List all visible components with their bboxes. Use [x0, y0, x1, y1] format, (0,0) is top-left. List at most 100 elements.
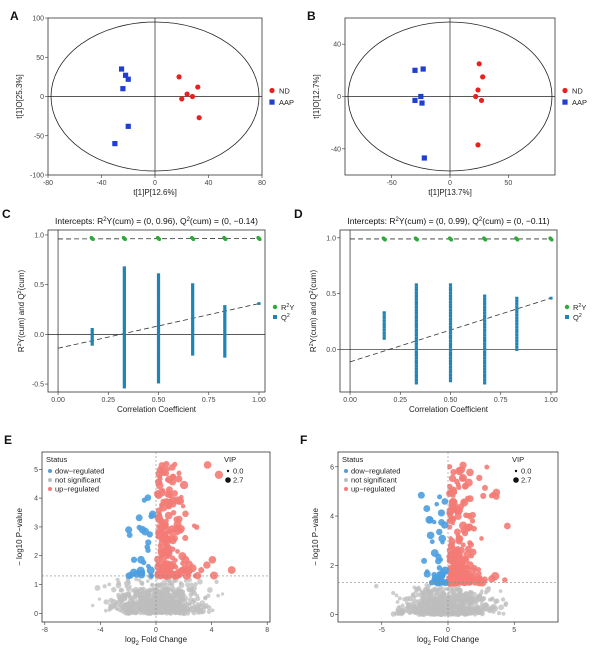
y-tick-label: 40 [333, 42, 341, 49]
up-point [157, 564, 164, 570]
ns-point [172, 591, 177, 596]
up-point [457, 546, 465, 554]
q2-point [515, 339, 519, 343]
q2-point [448, 305, 453, 309]
ns-point [163, 587, 169, 592]
q2-point [191, 288, 195, 292]
up-point [166, 492, 172, 498]
q2-point [122, 358, 126, 362]
up-point [461, 482, 469, 490]
ns-point [135, 610, 139, 615]
up-point [447, 524, 453, 530]
q2-point [122, 348, 126, 352]
q2-point [122, 266, 126, 270]
q2-point [448, 314, 453, 318]
x-axis-label: t[1]P[13.7%] [428, 188, 472, 197]
q2-point [414, 381, 418, 385]
q2-point [191, 300, 195, 304]
up-point [176, 572, 182, 578]
ns-point [192, 604, 198, 610]
up-point [469, 548, 477, 556]
down-point [437, 509, 446, 517]
ns-point [443, 587, 448, 591]
q2-point [414, 300, 418, 303]
ns-point [171, 585, 176, 591]
q2-point [156, 303, 161, 307]
q2-point [414, 308, 418, 312]
ns-point [189, 605, 194, 611]
ns-point [130, 597, 134, 601]
q2-point [90, 342, 94, 346]
down-point [417, 491, 425, 499]
legend-vip-small [226, 469, 230, 473]
ns-point [438, 601, 443, 607]
down-point [429, 539, 435, 545]
q2-point [223, 342, 227, 346]
down-point [436, 528, 443, 536]
legend-q2-label: Q2 [281, 313, 290, 322]
nd-point [473, 93, 479, 100]
down-point [138, 525, 147, 534]
ns-point [178, 580, 183, 586]
x-tick-label: 50 [504, 180, 512, 187]
x-tick-label: -50 [387, 180, 397, 187]
up-point [467, 540, 473, 546]
q2-point [448, 328, 453, 332]
legend-status-label: up−regulated [351, 485, 395, 494]
up-point [454, 558, 463, 567]
ns-point [139, 580, 145, 586]
legend-nd-marker [562, 87, 568, 94]
ns-point [429, 610, 436, 617]
q2-point [483, 373, 487, 377]
ns-point [169, 581, 173, 586]
up-point [180, 561, 185, 566]
q2-point [515, 331, 519, 334]
q2-point [414, 345, 418, 348]
up-point [175, 475, 183, 483]
q2-point [122, 298, 126, 302]
q2-point [122, 365, 126, 369]
ns-point [448, 589, 453, 594]
ns-point [424, 583, 429, 588]
ns-point [146, 579, 150, 583]
ns-point [142, 595, 149, 602]
legend-vip-max: 2.7 [233, 476, 243, 485]
q2-point [223, 310, 227, 313]
q2-point [448, 342, 453, 346]
q2-point [122, 360, 126, 364]
q2-point [448, 337, 453, 340]
ns-point [419, 603, 424, 608]
down-point [145, 539, 152, 546]
panel-letter: F [300, 433, 307, 447]
q2-point [156, 278, 161, 282]
q2-point [90, 337, 94, 341]
x-axis-label: log2 Fold Change [417, 635, 480, 647]
up-point [173, 528, 181, 536]
up-point [450, 564, 459, 572]
legend-q2-marker [565, 315, 569, 319]
y-tick-label: 0 [337, 94, 341, 101]
up-point [446, 518, 453, 525]
up-point [455, 576, 461, 581]
q2-point [515, 345, 519, 349]
q2-point [448, 320, 453, 323]
up-point [157, 546, 166, 555]
panel-c: C Intercepts: R2Y(cum) = (0, 0.96), Q2(cu… [2, 207, 294, 414]
ns-point [153, 608, 158, 612]
q2-point [156, 333, 161, 337]
r2y-point [383, 237, 387, 242]
down-point [146, 563, 151, 569]
q2-point [122, 328, 126, 332]
q2-point [191, 342, 195, 346]
q2-point [156, 313, 161, 317]
q2-point [223, 349, 227, 353]
q2-point [122, 330, 126, 334]
nd-point [476, 61, 482, 67]
q2-point [414, 325, 418, 329]
down-point [437, 494, 443, 500]
q2-point [515, 336, 519, 340]
x-tick-label: 0.75 [202, 397, 216, 404]
q2-point [191, 327, 195, 331]
legend-status-marker [344, 478, 348, 482]
up-point [463, 556, 469, 562]
